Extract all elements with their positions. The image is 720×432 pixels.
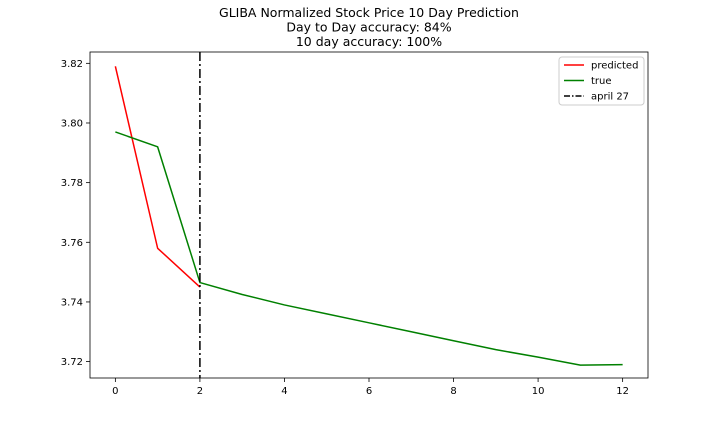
legend-label-april-27: april 27	[591, 92, 629, 103]
title-line-2: Day to Day accuracy: 84%	[286, 20, 451, 35]
legend-label-true: true	[591, 76, 612, 87]
y-tick-label: 3.72	[61, 357, 83, 368]
x-tick-label: 0	[112, 386, 118, 397]
x-tick-label: 12	[616, 386, 629, 397]
chart-title: GLIBA Normalized Stock Price 10 Day Pred…	[219, 5, 519, 49]
title-line-3: 10 day accuracy: 100%	[296, 34, 442, 49]
x-tick-label: 10	[532, 386, 545, 397]
title-line-1: GLIBA Normalized Stock Price 10 Day Pred…	[219, 5, 519, 20]
x-tick-label: 2	[197, 386, 203, 397]
y-tick-label: 3.80	[61, 118, 83, 129]
series-line-predicted	[114, 66, 201, 288]
x-tick-label: 4	[281, 386, 287, 397]
legend: predicted true april 27	[558, 56, 645, 106]
y-tick-label: 3.82	[61, 59, 83, 70]
series-lines	[114, 52, 623, 378]
y-tick-label: 3.74	[61, 297, 83, 308]
y-tick-label: 3.76	[61, 238, 83, 249]
series-line-true	[115, 131, 623, 366]
legend-label-predicted: predicted	[591, 61, 638, 72]
axis-ticks: 0 2 4 6 8 10 12 3.72 3.74 3.76 3.78 3.80 3.82	[61, 59, 629, 397]
x-tick-label: 8	[450, 386, 456, 397]
legend-box	[558, 56, 645, 106]
x-tick-label: 6	[366, 386, 372, 397]
y-tick-label: 3.78	[61, 178, 83, 189]
